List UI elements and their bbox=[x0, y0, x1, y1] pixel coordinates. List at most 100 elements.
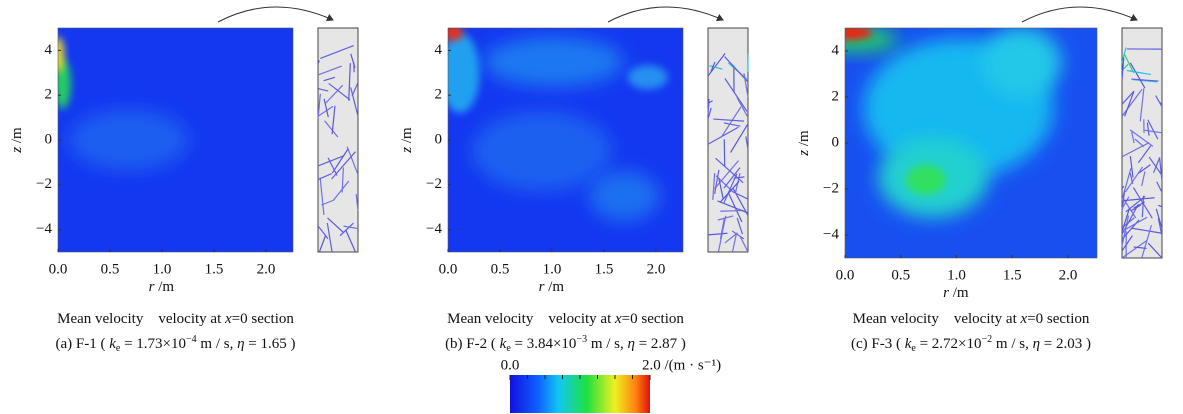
y-tick-label: 2 bbox=[45, 87, 53, 103]
x-tick-label: 0.5 bbox=[101, 261, 120, 277]
fracture bbox=[739, 236, 749, 253]
text-part: = 2.87 ) bbox=[635, 336, 686, 352]
caption: Mean velocity velocity at x=0 section bbox=[57, 311, 294, 327]
x-axis-label: r /m bbox=[149, 279, 175, 295]
fracture bbox=[1121, 196, 1130, 210]
field-region bbox=[627, 65, 668, 90]
text-part: r bbox=[539, 279, 545, 295]
text-part: = 1.65 ) bbox=[245, 336, 296, 352]
fracture bbox=[1159, 102, 1163, 106]
fracture bbox=[723, 167, 741, 189]
fracture bbox=[1158, 204, 1163, 208]
text-part: r bbox=[149, 279, 155, 295]
subcaption: (c) F-3 ( ke = 2.72×10−2 m / s, η = 2.03… bbox=[851, 334, 1091, 354]
x-tick-label: 1.0 bbox=[947, 267, 966, 283]
text-part: m / s, bbox=[992, 336, 1032, 352]
text-part: η bbox=[1033, 336, 1040, 352]
fracture bbox=[718, 177, 724, 200]
fracture bbox=[724, 232, 738, 244]
fracture bbox=[1147, 242, 1163, 259]
fracture bbox=[1129, 129, 1154, 147]
y-tick-label: 0 bbox=[45, 131, 53, 147]
fracture bbox=[1121, 208, 1130, 232]
text-part: m / s, bbox=[197, 336, 237, 352]
fracture bbox=[710, 61, 716, 72]
fracture bbox=[1121, 240, 1147, 259]
fracture bbox=[1121, 47, 1127, 64]
text-part: −2 bbox=[982, 334, 993, 345]
x-tick-label: 1.0 bbox=[543, 261, 562, 277]
fracture bbox=[321, 199, 334, 206]
fracture bbox=[707, 100, 713, 104]
text-part: /m bbox=[399, 127, 415, 147]
fracture bbox=[346, 146, 359, 175]
text-part: =0 section bbox=[1027, 311, 1090, 327]
x-tick-label: 2.0 bbox=[647, 261, 666, 277]
field-region bbox=[58, 36, 64, 73]
fracture bbox=[731, 232, 738, 253]
fracture bbox=[339, 222, 354, 237]
fracture bbox=[345, 229, 357, 253]
fracture bbox=[736, 217, 744, 235]
fracture bbox=[723, 173, 738, 204]
fracture bbox=[1123, 197, 1155, 202]
text-part: =0 section bbox=[622, 311, 685, 327]
velocity-field bbox=[448, 28, 683, 252]
fracture bbox=[1121, 235, 1133, 252]
x-tick-label: 1.5 bbox=[205, 261, 224, 277]
x-tick-label: 0.0 bbox=[836, 267, 855, 283]
field-region bbox=[448, 32, 480, 113]
fracture bbox=[714, 160, 739, 190]
fracture bbox=[713, 118, 745, 122]
fracture bbox=[326, 222, 333, 253]
fracture bbox=[317, 65, 342, 76]
fracture-inset bbox=[317, 27, 359, 253]
fracture bbox=[719, 180, 740, 203]
text-part: z bbox=[9, 147, 25, 154]
fracture bbox=[1131, 227, 1162, 234]
fracture bbox=[317, 60, 320, 65]
x-tick-label: 2.0 bbox=[1059, 267, 1078, 283]
fracture bbox=[1124, 54, 1135, 74]
field-region bbox=[472, 111, 612, 192]
field-region bbox=[68, 110, 189, 170]
y-tick-label: 4 bbox=[832, 42, 840, 58]
y-axis-label: z /m bbox=[399, 127, 415, 154]
fracture bbox=[1121, 89, 1143, 117]
text-part: x bbox=[1020, 311, 1028, 327]
fracture bbox=[318, 88, 329, 92]
fracture bbox=[332, 180, 350, 201]
fracture bbox=[720, 209, 744, 212]
fracture bbox=[331, 151, 356, 180]
fracture bbox=[1121, 90, 1135, 105]
arrow bbox=[217, 6, 334, 23]
text-part: e bbox=[911, 343, 916, 354]
fracture bbox=[1141, 195, 1145, 218]
fracture bbox=[317, 155, 344, 167]
fracture bbox=[1121, 57, 1125, 80]
fracture bbox=[707, 98, 710, 115]
field-region bbox=[981, 28, 1062, 98]
text-part: −3 bbox=[576, 334, 587, 345]
y-tick-label: 4 bbox=[435, 42, 443, 58]
fracture bbox=[736, 97, 749, 118]
fracture bbox=[325, 84, 344, 104]
x-tick-label: 1.5 bbox=[595, 261, 614, 277]
fracture bbox=[709, 65, 723, 70]
fracture bbox=[1129, 62, 1146, 89]
fracture bbox=[714, 169, 720, 195]
field-region bbox=[58, 59, 71, 109]
fracture bbox=[1155, 95, 1163, 108]
x-tick-label: 0.0 bbox=[49, 261, 68, 277]
fracture bbox=[317, 105, 334, 117]
fracture bbox=[1133, 201, 1145, 209]
y-tick-label: −2 bbox=[426, 176, 442, 192]
fracture bbox=[719, 218, 725, 240]
text-part: k bbox=[109, 336, 116, 352]
text-part: e bbox=[116, 343, 121, 354]
fracture bbox=[1121, 142, 1150, 158]
arrow bbox=[607, 6, 724, 23]
fracture bbox=[1131, 78, 1159, 82]
